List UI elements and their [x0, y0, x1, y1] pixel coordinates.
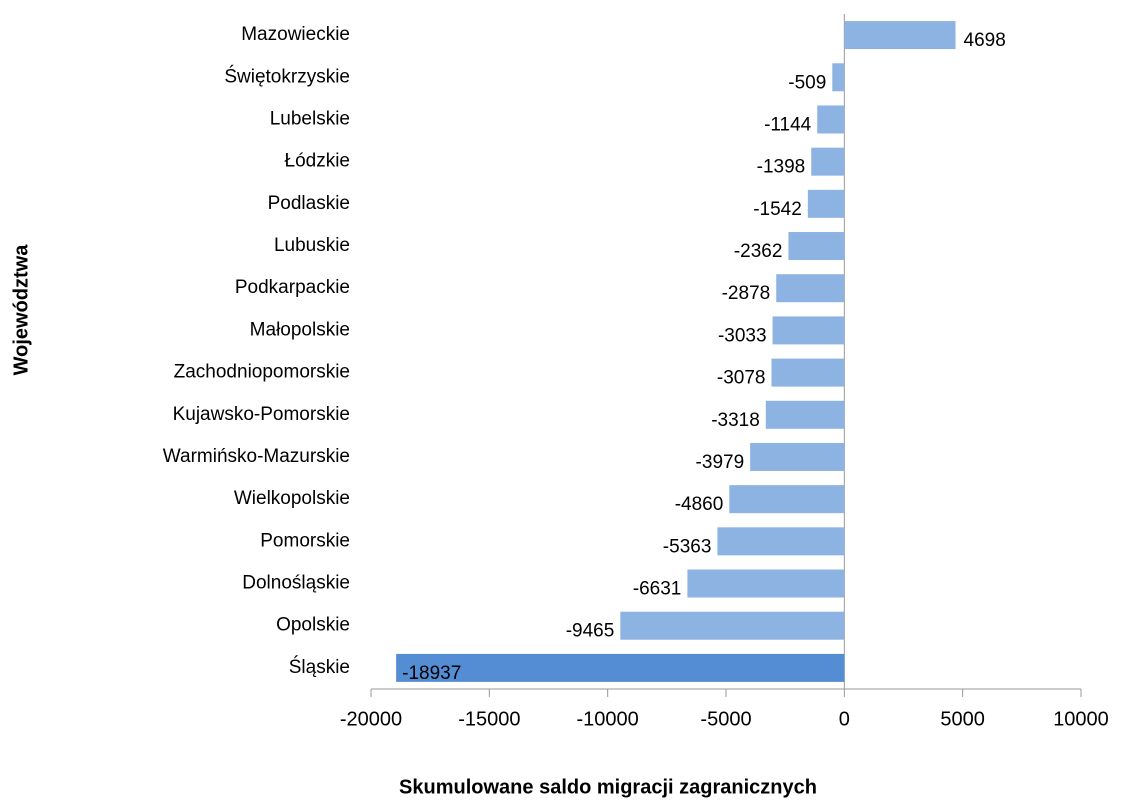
- x-tick-label: 5000: [940, 708, 985, 730]
- x-tick-label: -20000: [340, 708, 402, 730]
- data-label: -3033: [718, 325, 767, 346]
- data-label: 4698: [964, 30, 1006, 51]
- y-tick-label: Opolskie: [276, 615, 350, 636]
- y-tick-label: Podkarpackie: [235, 277, 350, 298]
- y-axis-title: Województwa: [10, 244, 32, 376]
- data-label: -3318: [711, 410, 760, 431]
- bar: [807, 189, 845, 218]
- x-tick-label: -15000: [458, 708, 520, 730]
- x-tick-label: 10000: [1053, 708, 1109, 730]
- bar: [844, 21, 956, 50]
- data-label: -2878: [722, 283, 771, 304]
- bar: [729, 485, 845, 514]
- y-tick-label: Lubelskie: [270, 108, 350, 129]
- bar: [620, 611, 845, 640]
- x-axis-title: Skumulowane saldo migracji zagranicznych: [399, 776, 817, 798]
- data-label: -3979: [696, 452, 745, 473]
- y-tick-label: Świętokrzyskie: [224, 65, 350, 87]
- y-tick-label: Kujawsko-Pomorskie: [173, 404, 350, 425]
- x-tick-label: -5000: [700, 708, 751, 730]
- bar: [750, 442, 845, 471]
- bar: [811, 147, 845, 176]
- data-label: -6631: [633, 579, 682, 600]
- y-tick-label: Łódzkie: [285, 151, 351, 172]
- bar: [776, 274, 845, 303]
- bar: [765, 400, 845, 429]
- y-tick-label: Śląskie: [289, 656, 350, 678]
- bar: [717, 527, 845, 556]
- bar: [817, 105, 845, 134]
- bar: [771, 358, 845, 387]
- x-tick-label: 0: [839, 708, 850, 730]
- bar: [396, 653, 845, 682]
- data-label: -18937: [402, 663, 461, 684]
- data-label: -1542: [753, 199, 802, 220]
- y-tick-label: Wielkopolskie: [234, 488, 350, 509]
- bar: [832, 63, 845, 92]
- data-label: -1398: [757, 157, 806, 178]
- bar: [772, 316, 845, 345]
- y-tick-label: Małopolskie: [250, 319, 350, 340]
- y-tick-label: Pomorskie: [260, 530, 350, 551]
- y-tick-label: Podlaskie: [268, 193, 350, 214]
- x-tick-label: -10000: [577, 708, 639, 730]
- y-tick-label: Mazowieckie: [241, 24, 350, 45]
- data-label: -2362: [734, 241, 783, 262]
- y-tick-label: Lubuskie: [274, 235, 350, 256]
- data-label: -5363: [663, 536, 712, 557]
- bar: [788, 232, 845, 261]
- y-tick-label: Zachodniopomorskie: [174, 362, 350, 383]
- y-tick-label: Dolnośląskie: [242, 573, 350, 594]
- data-label: -3078: [717, 368, 766, 389]
- data-label: -9465: [566, 621, 615, 642]
- data-label: -1144: [764, 114, 812, 135]
- y-tick-label: Warmińsko-Mazurskie: [163, 446, 350, 467]
- bar: [687, 569, 845, 598]
- data-label: -4860: [675, 494, 724, 515]
- data-label: -509: [788, 72, 826, 93]
